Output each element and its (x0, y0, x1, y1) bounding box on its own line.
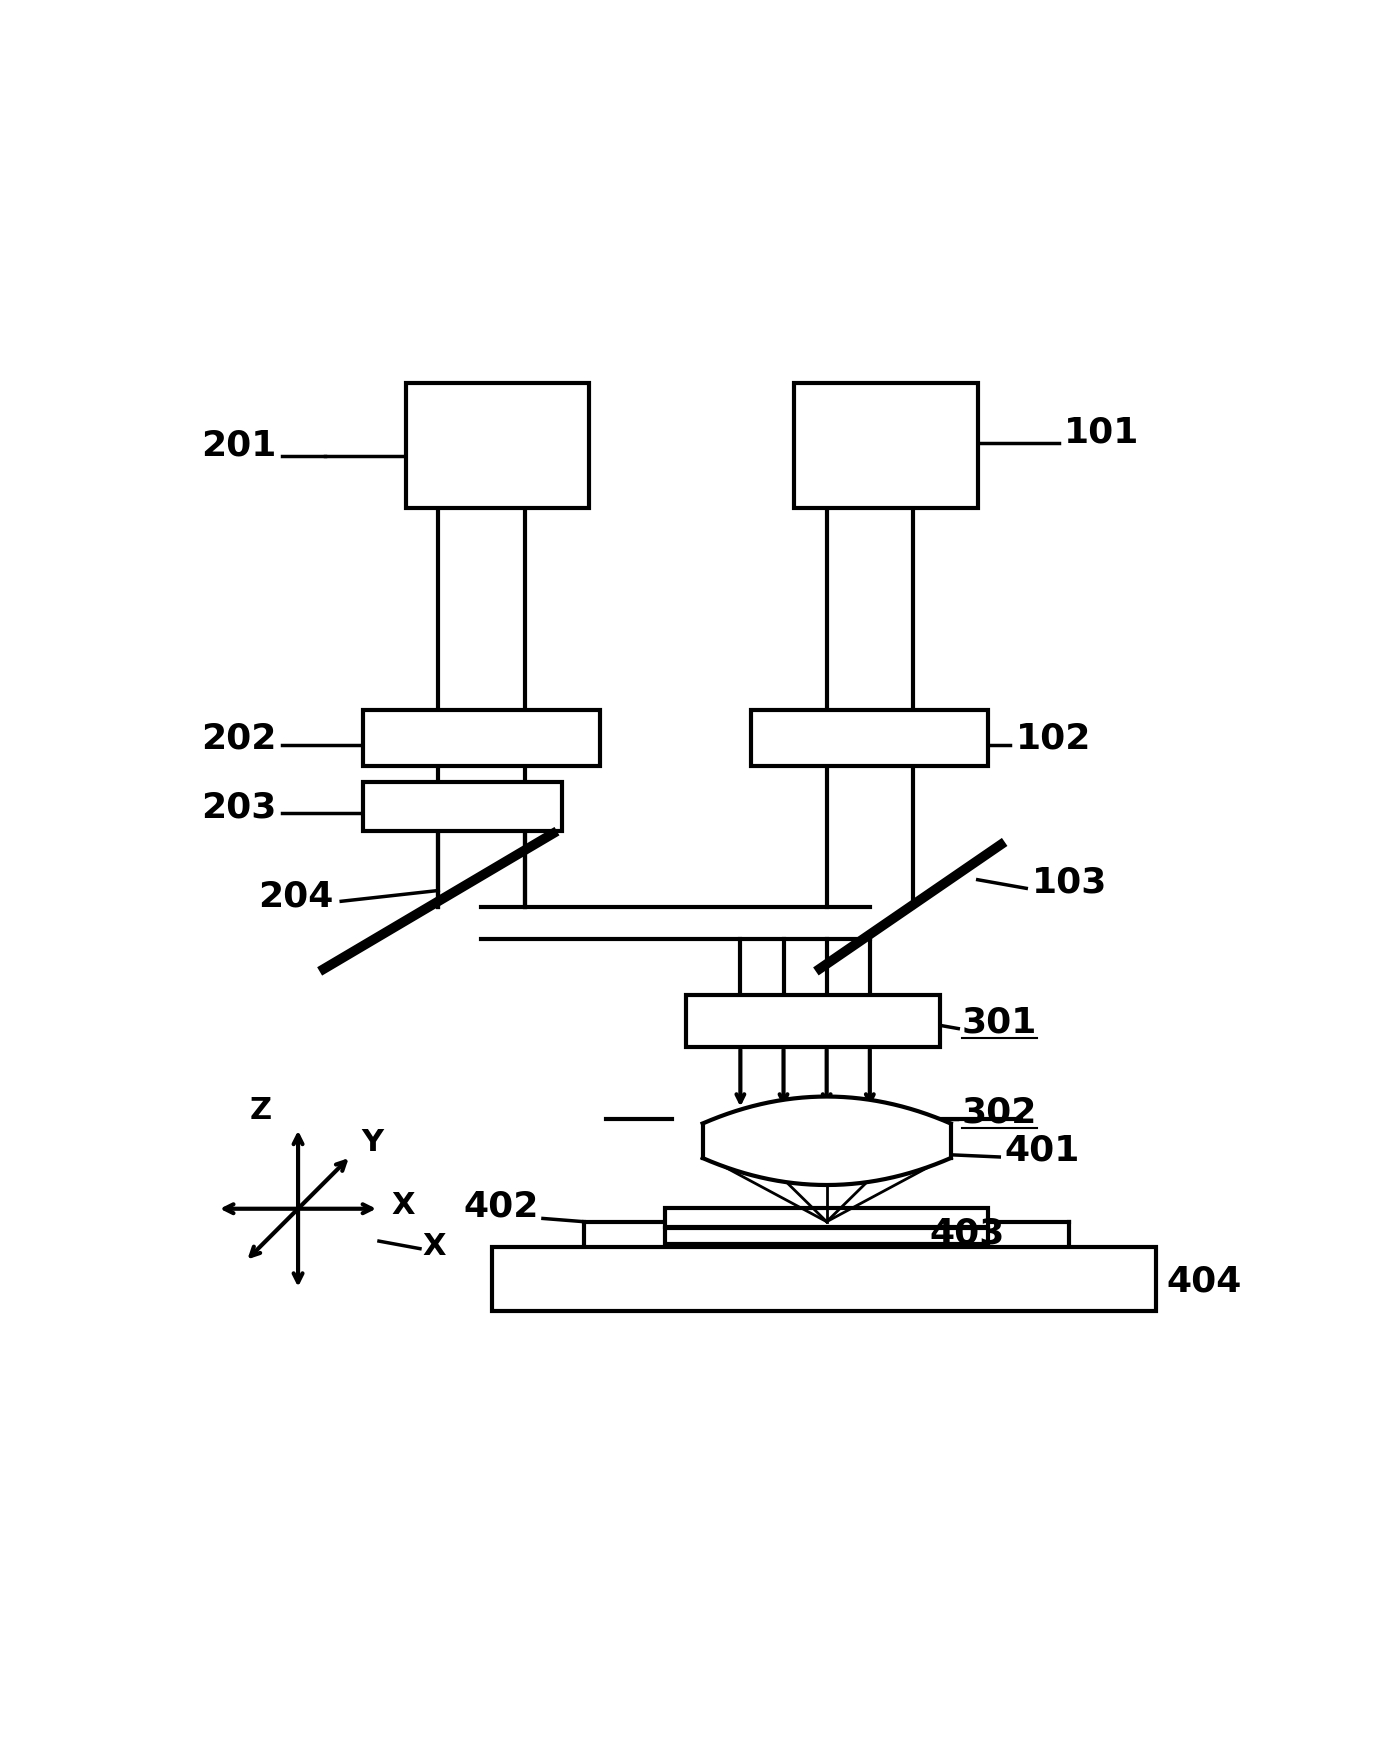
Bar (406, 383, 589, 507)
Text: 401: 401 (1005, 1134, 1080, 1167)
Bar (795, 383, 977, 507)
Text: 102: 102 (1015, 721, 1091, 754)
Text: Z: Z (249, 1096, 271, 1125)
Bar (665, 1207, 988, 1226)
Text: 302: 302 (962, 1096, 1037, 1129)
Text: 402: 402 (464, 1190, 539, 1223)
Text: 403: 403 (930, 1216, 1005, 1251)
Bar (752, 711, 988, 766)
Text: 404: 404 (1166, 1265, 1242, 1300)
Polygon shape (703, 1096, 951, 1185)
Bar (363, 782, 562, 831)
Text: 101: 101 (1063, 416, 1140, 449)
Text: X: X (422, 1232, 445, 1261)
Text: 301: 301 (962, 1005, 1037, 1040)
Text: 201: 201 (200, 429, 277, 463)
Text: X: X (393, 1192, 415, 1219)
Text: 103: 103 (1031, 866, 1107, 899)
Text: Y: Y (362, 1127, 383, 1157)
Text: 202: 202 (200, 721, 277, 754)
Bar (363, 711, 600, 766)
Bar (493, 1247, 1155, 1312)
Text: 204: 204 (258, 880, 334, 915)
Text: 203: 203 (200, 791, 277, 824)
Bar (665, 1228, 988, 1244)
Bar (686, 995, 940, 1047)
